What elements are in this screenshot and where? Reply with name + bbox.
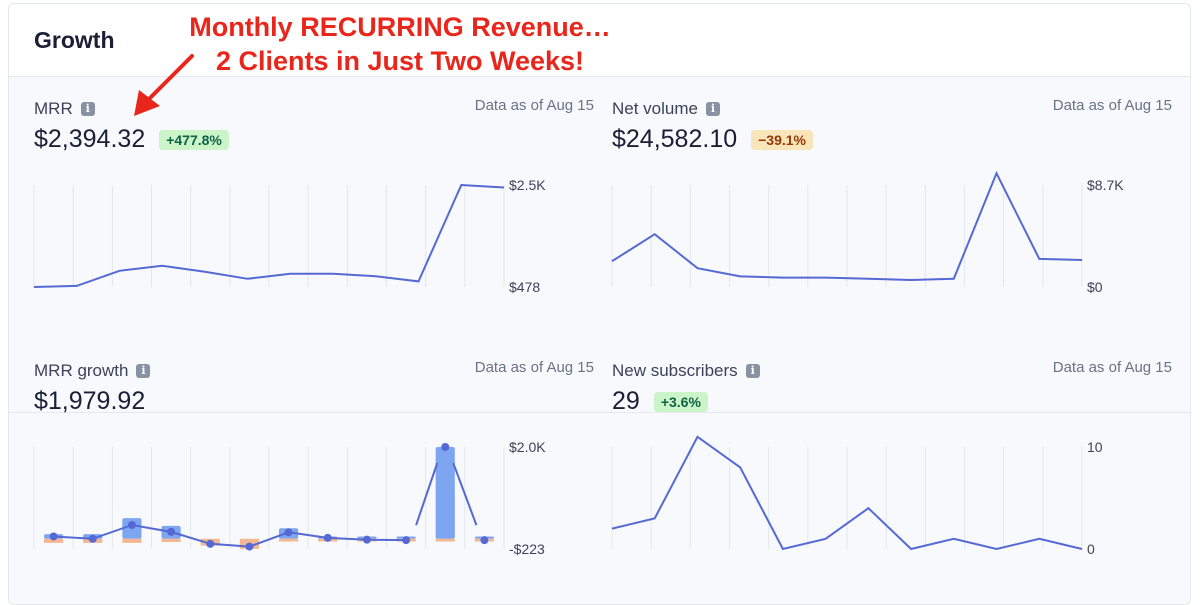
metrics-grid: MRR i Data as of Aug 15 $2,394.32 +477.8… (9, 77, 1190, 604)
bar-negative (435, 538, 455, 542)
metric-value-row: 29 +3.6% (612, 387, 708, 416)
net-point (480, 536, 489, 545)
net-volume-chart: $8.7K $0 (611, 170, 1124, 295)
y-tick-max: $2.0K (509, 439, 546, 455)
change-badge: −39.1% (751, 129, 813, 150)
panel-mrr-growth[interactable]: MRR growth i Data as of Aug 15 $1,979.92… (33, 359, 594, 604)
mrr-chart: $2.5K $478 (33, 177, 546, 295)
growth-card: Growth MRR i Data as of Aug 15 $2,394.32… (8, 3, 1191, 605)
bar-negative (161, 538, 181, 542)
panel-net-volume[interactable]: Net volume i Data as of Aug 15 $24,582.1… (611, 97, 1172, 359)
net-point (323, 533, 332, 542)
annotation-arrow (134, 54, 194, 116)
net-point (441, 443, 450, 451)
y-tick-min: 0 (1087, 541, 1095, 557)
metric-value: $1,979.92 (34, 387, 146, 415)
metric-label: MRR growth (34, 361, 129, 380)
arrow-head (134, 90, 160, 116)
metric-value: $2,394.32 (34, 125, 146, 153)
panel-label: MRR i (34, 99, 95, 119)
net-point (88, 534, 97, 543)
metric-value-row: $1,979.92 (34, 387, 145, 416)
data-as-of: Data as of Aug 15 (474, 359, 594, 376)
metric-label: New subscribers (612, 361, 738, 380)
row-divider (9, 412, 1190, 413)
bar-positive (435, 447, 455, 539)
info-icon[interactable]: i (745, 364, 760, 378)
bar-negative (279, 538, 299, 542)
info-icon[interactable]: i (136, 364, 151, 378)
net-point (245, 542, 254, 551)
info-icon[interactable]: i (80, 102, 95, 116)
series-line (611, 170, 1083, 282)
panel-mrr[interactable]: MRR i Data as of Aug 15 $2,394.32 +477.8… (33, 97, 594, 359)
metric-value-row: $2,394.32 +477.8% (34, 125, 229, 154)
net-line-segment (452, 462, 478, 526)
bar-negative (44, 538, 64, 543)
annotation-callout: Monthly RECURRING Revenue… 2 Clients in … (150, 10, 650, 78)
y-tick-max: $2.5K (509, 177, 546, 193)
net-point (206, 539, 215, 548)
change-badge: +477.8% (159, 129, 229, 150)
metric-value-row: $24,582.10 −39.1% (612, 125, 813, 154)
series-line (33, 183, 505, 288)
metric-value: $24,582.10 (612, 125, 738, 153)
metric-label: MRR (34, 99, 73, 118)
info-icon[interactable]: i (705, 102, 720, 116)
card-title: Growth (34, 27, 115, 53)
net-line (53, 523, 407, 548)
net-point (284, 528, 293, 537)
net-point (402, 536, 411, 545)
data-as-of: Data as of Aug 15 (1052, 359, 1172, 376)
mrr-growth-chart: $2.0K -$223 (33, 439, 546, 557)
y-tick-min: $478 (509, 279, 540, 295)
panel-label: Net volume i (612, 99, 720, 119)
panel-new-subscribers[interactable]: New subscribers i Data as of Aug 15 29 +… (611, 359, 1172, 604)
change-badge: +3.6% (653, 391, 708, 412)
series-line (611, 435, 1083, 551)
net-point (167, 527, 176, 536)
data-as-of: Data as of Aug 15 (1052, 97, 1172, 114)
y-tick-min: -$223 (509, 541, 545, 557)
net-point (49, 532, 58, 541)
metric-value: 29 (612, 387, 640, 415)
card-header: Growth (9, 4, 1190, 77)
net-line-segment (415, 462, 439, 526)
panel-label: New subscribers i (612, 361, 760, 381)
new-subscribers-chart: 10 0 (611, 435, 1103, 557)
y-tick-max: $8.7K (1087, 177, 1124, 193)
net-point (127, 521, 136, 530)
panel-label: MRR growth i (34, 361, 151, 381)
net-point (362, 535, 371, 544)
y-tick-min: $0 (1087, 279, 1103, 295)
y-tick-max: 10 (1087, 439, 1103, 455)
annotation-line-1: Monthly RECURRING Revenue… (189, 12, 611, 42)
arrow-shaft (144, 54, 194, 104)
metric-label: Net volume (612, 99, 698, 118)
data-as-of: Data as of Aug 15 (474, 97, 594, 114)
annotation-line-2: 2 Clients in Just Two Weeks! (215, 46, 585, 76)
bar-negative (122, 538, 142, 543)
